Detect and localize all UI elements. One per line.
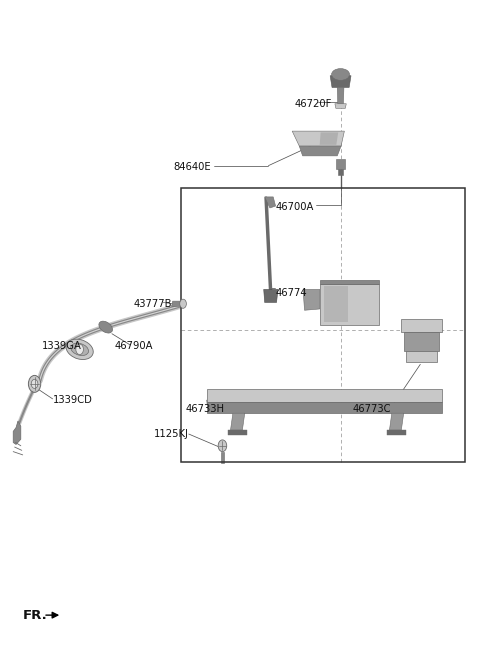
Polygon shape: [300, 146, 341, 156]
Polygon shape: [330, 76, 351, 87]
Polygon shape: [324, 286, 348, 322]
Polygon shape: [404, 332, 439, 351]
Text: 46733H: 46733H: [185, 404, 225, 415]
Circle shape: [76, 344, 84, 355]
Polygon shape: [406, 351, 437, 363]
Polygon shape: [264, 290, 278, 302]
Text: 46774: 46774: [276, 288, 307, 298]
Polygon shape: [13, 421, 21, 444]
Polygon shape: [338, 169, 343, 175]
Text: 46790A: 46790A: [114, 341, 153, 351]
Polygon shape: [172, 301, 185, 306]
Text: 1339CD: 1339CD: [53, 395, 93, 405]
Polygon shape: [230, 413, 245, 430]
Polygon shape: [320, 133, 338, 145]
Circle shape: [31, 379, 38, 388]
Text: 46720F: 46720F: [295, 99, 332, 109]
Ellipse shape: [332, 68, 349, 80]
Polygon shape: [320, 284, 379, 325]
Polygon shape: [337, 87, 344, 104]
Circle shape: [28, 375, 41, 392]
Polygon shape: [292, 131, 344, 146]
Polygon shape: [228, 430, 247, 435]
Text: 84640E: 84640E: [174, 162, 211, 172]
Bar: [180, 189, 466, 462]
Ellipse shape: [71, 343, 88, 355]
Polygon shape: [220, 451, 224, 463]
Polygon shape: [401, 319, 442, 332]
Text: 43777B: 43777B: [133, 299, 172, 309]
Text: 46773C: 46773C: [353, 404, 391, 415]
Polygon shape: [207, 389, 442, 402]
Polygon shape: [336, 159, 345, 169]
Text: FR.: FR.: [23, 608, 48, 622]
Circle shape: [218, 440, 227, 451]
Polygon shape: [207, 402, 442, 413]
Polygon shape: [264, 197, 276, 208]
Text: 1125KJ: 1125KJ: [154, 429, 189, 439]
Ellipse shape: [66, 339, 93, 359]
Polygon shape: [335, 104, 346, 108]
Text: 46700A: 46700A: [276, 202, 314, 212]
Polygon shape: [389, 413, 404, 430]
Ellipse shape: [99, 321, 112, 333]
Polygon shape: [303, 290, 320, 310]
Text: 1339GA: 1339GA: [42, 341, 82, 351]
Polygon shape: [387, 430, 406, 435]
Polygon shape: [320, 280, 379, 284]
Circle shape: [180, 299, 186, 308]
